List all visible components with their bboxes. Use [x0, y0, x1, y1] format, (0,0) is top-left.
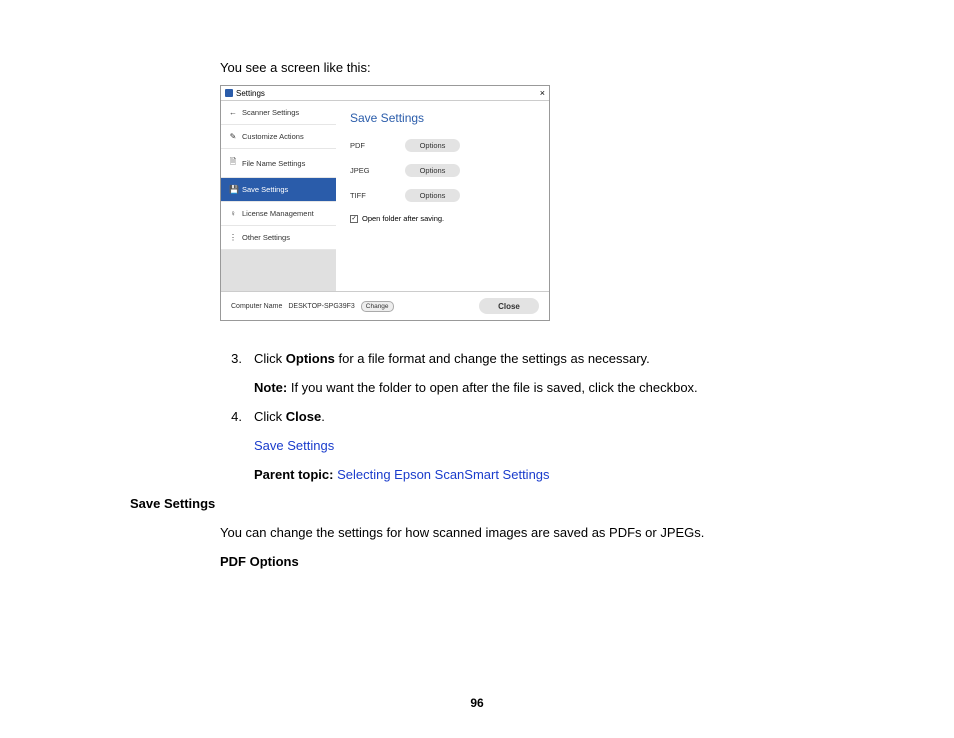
step-bold: Options	[286, 351, 335, 366]
nav-label: License Management	[242, 209, 314, 218]
license-icon: ♀	[229, 209, 237, 218]
settings-nav: ← Scanner Settings ✎ Customize Actions 🗎…	[221, 101, 336, 291]
nav-customize-actions[interactable]: ✎ Customize Actions	[221, 125, 336, 149]
format-row-tiff: TIFF Options	[350, 189, 535, 202]
step-number: 4.	[220, 409, 242, 424]
close-icon[interactable]: ×	[540, 88, 545, 98]
options-button-pdf[interactable]: Options	[405, 139, 460, 152]
section-heading: Save Settings	[130, 496, 824, 511]
format-label: JPEG	[350, 166, 405, 175]
nav-label: Other Settings	[242, 233, 290, 242]
nav-file-name-settings[interactable]: 🗎 File Name Settings	[221, 149, 336, 178]
step-text: for a file format and change the setting…	[335, 351, 650, 366]
window-title: Settings	[236, 89, 265, 98]
app-logo-icon	[225, 89, 233, 97]
save-icon: 💾	[229, 185, 237, 194]
open-folder-checkbox-row: ✓ Open folder after saving.	[350, 214, 535, 223]
window-titlebar: Settings ×	[221, 86, 549, 101]
open-folder-checkbox[interactable]: ✓	[350, 215, 358, 223]
step-number: 3.	[220, 351, 242, 366]
step-body: Click Close.	[254, 409, 824, 424]
options-button-tiff[interactable]: Options	[405, 189, 460, 202]
nav-label: Customize Actions	[242, 132, 304, 141]
nav-label: Save Settings	[242, 185, 288, 194]
page-number: 96	[0, 696, 954, 710]
computer-name-label: Computer Name	[231, 303, 282, 310]
more-icon: ⋮	[229, 233, 237, 242]
sub-heading: PDF Options	[220, 554, 824, 569]
step-text: Click	[254, 351, 286, 366]
link-parent-topic[interactable]: Selecting Epson ScanSmart Settings	[337, 467, 549, 482]
nav-other-settings[interactable]: ⋮ Other Settings	[221, 226, 336, 250]
format-row-pdf: PDF Options	[350, 139, 535, 152]
nav-save-settings[interactable]: 💾 Save Settings	[221, 178, 336, 202]
note-text: If you want the folder to open after the…	[287, 380, 697, 395]
nav-label: File Name Settings	[242, 159, 305, 168]
settings-screenshot: Settings × ← Scanner Settings ✎ Customiz…	[220, 85, 550, 321]
computer-name-value: DESKTOP-SPG39F3	[288, 303, 354, 310]
note: Note: If you want the folder to open aft…	[254, 380, 824, 395]
note-label: Note:	[254, 380, 287, 395]
parent-topic-label: Parent topic:	[254, 467, 337, 482]
options-button-jpeg[interactable]: Options	[405, 164, 460, 177]
settings-pane: Save Settings PDF Options JPEG Options T…	[336, 101, 549, 291]
section-body: You can change the settings for how scan…	[220, 525, 824, 540]
settings-footer: Computer Name DESKTOP-SPG39F3 Change Clo…	[221, 291, 549, 320]
nav-label: Scanner Settings	[242, 108, 299, 117]
arrow-left-icon: ←	[229, 108, 237, 117]
checkbox-label: Open folder after saving.	[362, 214, 444, 223]
close-button[interactable]: Close	[479, 298, 539, 314]
intro-text: You see a screen like this:	[220, 60, 824, 75]
link-save-settings[interactable]: Save Settings	[254, 438, 334, 453]
step-bold: Close	[286, 409, 321, 424]
step-4: 4. Click Close.	[220, 409, 824, 424]
step-text: .	[321, 409, 325, 424]
nav-fill	[221, 250, 336, 291]
nav-license-management[interactable]: ♀ License Management	[221, 202, 336, 226]
step-text: Click	[254, 409, 286, 424]
step-body: Click Options for a file format and chan…	[254, 351, 824, 366]
format-row-jpeg: JPEG Options	[350, 164, 535, 177]
change-button[interactable]: Change	[361, 301, 394, 312]
nav-scanner-settings[interactable]: ← Scanner Settings	[221, 101, 336, 125]
pane-title: Save Settings	[350, 111, 535, 125]
pencil-icon: ✎	[229, 132, 237, 141]
step-3: 3. Click Options for a file format and c…	[220, 351, 824, 366]
document-icon: 🗎	[229, 156, 237, 170]
format-label: TIFF	[350, 191, 405, 200]
format-label: PDF	[350, 141, 405, 150]
